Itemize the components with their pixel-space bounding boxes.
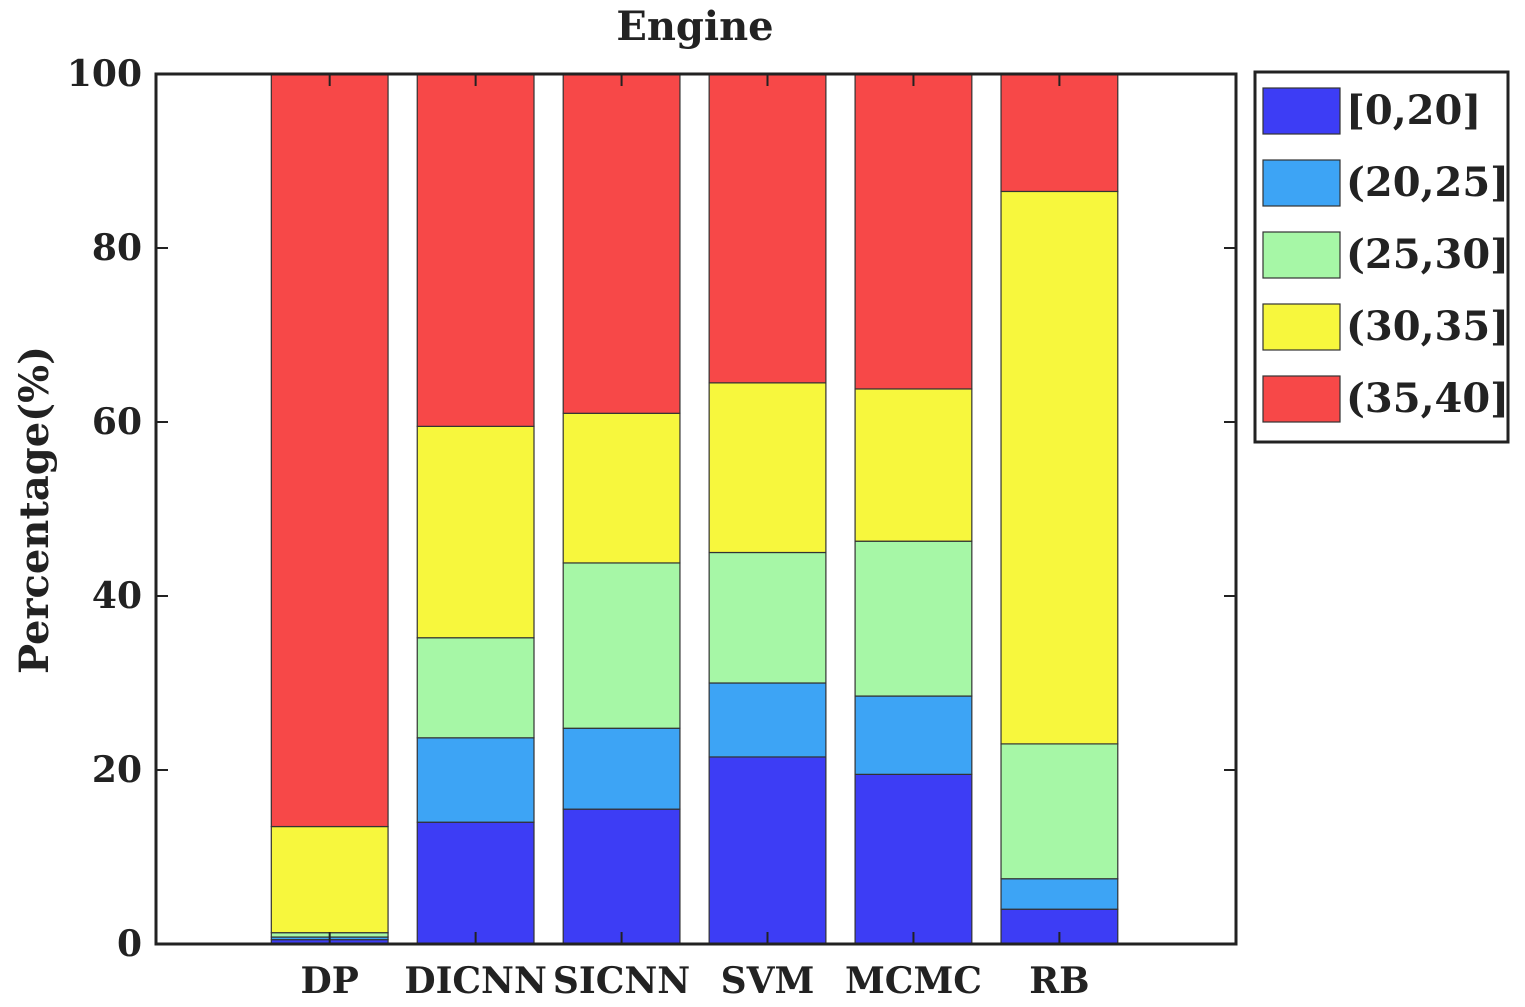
bar-rb-series-2: [1000, 743, 1119, 880]
legend-swatch-4: [1262, 375, 1341, 423]
plot-frame: [154, 72, 1238, 946]
bar-rb-series-1: [1000, 878, 1119, 910]
bar-dicnn-series-0: [416, 821, 535, 945]
bar-dicnn-series-1: [416, 737, 535, 823]
bar-dicnn-series-2: [416, 637, 535, 739]
legend-label-0: [0,20]: [1346, 87, 1481, 134]
bar-svm-series-0: [708, 756, 827, 945]
legend-swatch-1: [1262, 159, 1341, 207]
bar-svm-series-4: [708, 73, 827, 384]
y-tick-label-0: 0: [117, 923, 142, 965]
bar-rb-series-4: [1000, 73, 1119, 193]
bar-sicnn-series-3: [562, 412, 681, 564]
bar-sicnn-series-2: [562, 562, 681, 729]
bar-mcmc-series-0: [854, 773, 973, 945]
legend-swatch-0: [1262, 87, 1341, 135]
x-tick-label-svm: SVM: [721, 960, 815, 1002]
y-tick-label-60: 60: [92, 401, 142, 443]
y-tick-label-80: 80: [92, 227, 142, 269]
x-tick-label-dicnn: DICNN: [404, 960, 547, 1002]
x-tick-label-rb: RB: [1029, 960, 1089, 1002]
ticks-layer: DP DICNN SICNN SVM MCMC RB 0 20 40 60 80 100: [67, 53, 1236, 1002]
bar-mcmc-series-2: [854, 540, 973, 697]
bar-dp-series-3: [270, 825, 389, 934]
legend-label-3: (30,35]: [1346, 303, 1509, 350]
legend-label-1: (20,25]: [1346, 159, 1509, 206]
bar-sicnn-series-4: [562, 73, 681, 414]
bar-sicnn-series-1: [562, 727, 681, 810]
bar-dicnn-series-4: [416, 73, 535, 427]
bars-layer: [270, 73, 1119, 945]
y-tick-label-20: 20: [92, 749, 142, 791]
bar-sicnn-series-0: [562, 808, 681, 945]
bar-svm-series-1: [708, 682, 827, 758]
bar-svm-series-2: [708, 551, 827, 684]
bar-mcmc-series-4: [854, 73, 973, 390]
legend-items: [0,20] (20,25] (25,30] (30,35] (35,40]: [1262, 87, 1509, 423]
bar-svm-series-3: [708, 382, 827, 554]
bar-mcmc-series-3: [854, 388, 973, 542]
y-tick-label-40: 40: [92, 575, 142, 617]
bar-dp-series-4: [270, 73, 389, 828]
y-tick-label-100: 100: [67, 53, 142, 95]
legend-label-4: (35,40]: [1346, 375, 1509, 422]
y-axis-label: Percentage(%): [11, 346, 58, 674]
legend-label-2: (25,30]: [1346, 231, 1509, 278]
bar-rb-series-3: [1000, 190, 1119, 745]
legend: [0,20] (20,25] (25,30] (30,35] (35,40]: [1253, 70, 1510, 444]
bar-dicnn-series-3: [416, 425, 535, 639]
legend-swatch-3: [1262, 303, 1341, 351]
chart-title: Engine: [616, 3, 773, 50]
x-tick-label-dp: DP: [301, 960, 359, 1002]
bar-mcmc-series-1: [854, 695, 973, 775]
x-tick-label-mcmc: MCMC: [845, 960, 982, 1002]
legend-swatch-2: [1262, 231, 1341, 279]
x-tick-label-sicnn: SICNN: [553, 960, 690, 1002]
